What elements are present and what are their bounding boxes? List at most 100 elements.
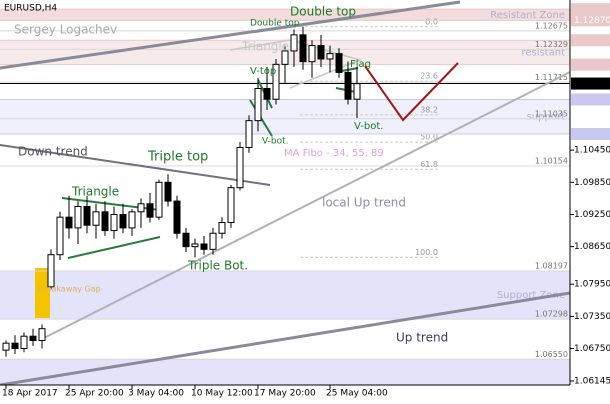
candle-body <box>191 243 199 248</box>
zone-label: Support Zone <box>497 290 565 301</box>
candle-body <box>281 50 289 65</box>
candle-body <box>128 211 136 229</box>
x-tick-label: 18 Apr 2017 <box>2 389 58 399</box>
candle-body <box>56 216 64 256</box>
annotation: Down trend <box>18 145 88 159</box>
candle-body <box>326 53 334 60</box>
annotation: Triple Bot. <box>187 259 248 273</box>
annotation: MA Fibo - 34, 55, 89 <box>284 148 384 159</box>
candle-body <box>164 181 172 202</box>
annotation: Double top <box>290 5 356 19</box>
y-tick-label: 1.06145 <box>574 376 610 386</box>
candle-body <box>74 205 82 229</box>
price-box <box>571 14 610 27</box>
candle-body <box>227 187 235 224</box>
x-axis-band <box>0 385 610 400</box>
candle-body <box>353 83 361 100</box>
candle-body <box>344 71 352 100</box>
fibo-label: 100.0 <box>415 248 438 257</box>
candle-body <box>263 87 271 100</box>
price-box <box>571 77 610 90</box>
candle-body <box>245 120 253 148</box>
level-label: 1.12329 <box>535 40 568 49</box>
level-label: 1.06550 <box>535 350 568 359</box>
y-tick-label: 1.06750 <box>574 344 610 354</box>
candle-body <box>317 45 325 60</box>
candle-body <box>2 342 10 351</box>
y-tick-label: 1.07950 <box>574 280 610 290</box>
candle-body <box>290 34 298 52</box>
zone-label: support <box>527 112 565 123</box>
annotation: V-bot. <box>354 121 383 132</box>
annotation: Up trend <box>396 331 448 345</box>
candle-body <box>299 34 307 63</box>
fibo-label: 0.0 <box>425 17 438 26</box>
candle-body <box>20 335 28 350</box>
y-tick-label: 1.09850 <box>574 178 610 188</box>
candle-body <box>11 342 19 350</box>
triangle-shape <box>229 39 363 89</box>
candle-body <box>38 328 46 341</box>
x-tick-label: 3 May 04:00 <box>128 389 184 399</box>
candle-body <box>65 216 73 229</box>
zone-label: Resistant Zone <box>490 10 565 21</box>
zone-label: resistant <box>521 47 565 58</box>
x-tick-label: 25 May 04:00 <box>326 389 388 399</box>
annotation: V-top <box>250 66 276 77</box>
x-tick-label: 10 May 12:00 <box>191 389 253 399</box>
annotation: V-bot. <box>262 137 289 147</box>
trend-line <box>39 71 571 341</box>
candle-body <box>182 232 190 248</box>
level-label: 1.12675 <box>535 21 568 30</box>
price-box <box>571 34 610 47</box>
trend-line <box>0 0 461 70</box>
candle-body <box>155 181 163 218</box>
candle-body <box>200 243 208 250</box>
price-box <box>571 127 610 140</box>
price-box <box>571 58 610 71</box>
level-label: 1.08197 <box>535 261 568 270</box>
zone <box>0 359 570 385</box>
candle-body <box>218 222 226 234</box>
candle-body <box>83 205 91 226</box>
level-label: 1.11035 <box>535 109 568 118</box>
annotation: Triangle <box>71 185 119 199</box>
candle-body <box>119 213 127 229</box>
candle-body <box>209 232 217 250</box>
level-label: 1.11715 <box>535 73 568 82</box>
candle-body <box>110 213 118 232</box>
fibo-label: 23.6 <box>420 72 438 81</box>
candle-body <box>308 45 316 63</box>
candle-body <box>272 63 280 100</box>
annotation: Triple top <box>147 150 208 165</box>
y-tick-label: 1.09250 <box>574 210 610 220</box>
price-box-label: 1.12870 <box>574 16 610 26</box>
candle-body <box>29 335 37 341</box>
candle-body <box>335 53 343 73</box>
level-label: 1.10154 <box>535 157 568 166</box>
candle-body <box>146 203 154 218</box>
gap-marker <box>35 268 50 318</box>
y-tick-label: 1.08650 <box>574 242 610 252</box>
author: Sergey Logachev <box>14 23 117 37</box>
symbol: EURUSD,H4 <box>4 4 57 14</box>
x-tick-label: 25 Apr 20:00 <box>65 389 124 399</box>
y-tick-label: 1.07350 <box>574 312 610 322</box>
annotation: Triangle <box>241 40 289 54</box>
trend-line <box>0 144 271 186</box>
candle-body <box>47 254 55 288</box>
candle-body <box>173 200 181 234</box>
fibo-label: 50.0 <box>420 133 438 142</box>
fibo-label: 38.2 <box>420 105 438 114</box>
x-tick-label: 17 May 20:00 <box>254 389 316 399</box>
annotation: local Up trend <box>322 196 406 210</box>
price-box <box>571 93 610 106</box>
projection <box>364 62 459 122</box>
price-box <box>571 3 610 16</box>
annotation: Flag <box>350 59 371 70</box>
trend-line <box>0 291 571 387</box>
zone <box>0 9 570 21</box>
y-tick-label: 1.10450 <box>574 146 610 156</box>
zone <box>0 270 570 320</box>
